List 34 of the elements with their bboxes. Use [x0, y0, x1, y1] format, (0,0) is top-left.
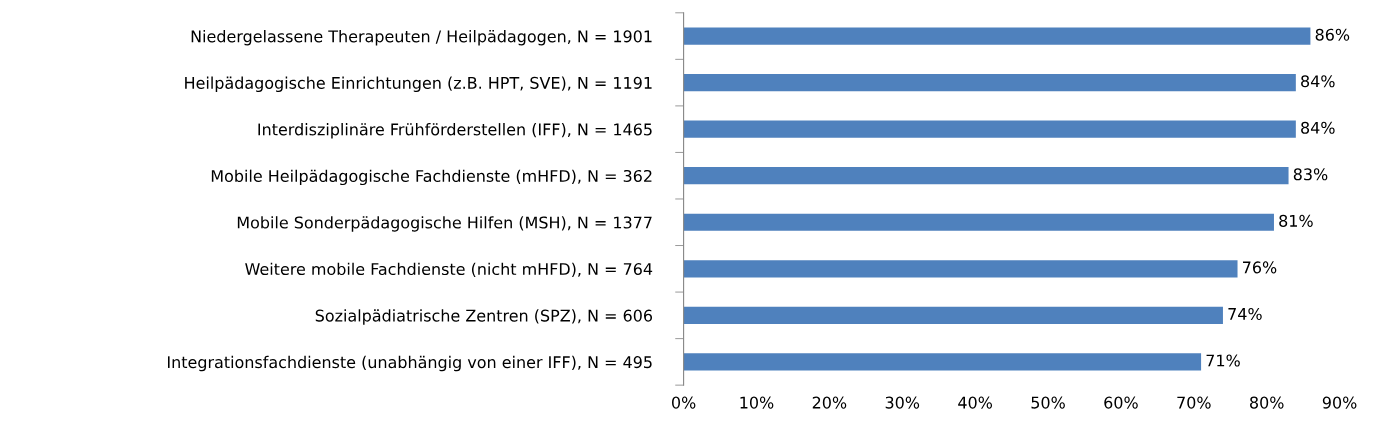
data-label: 74%	[1228, 307, 1262, 320]
bar	[683, 306, 1223, 324]
y-tick-label: Mobile Heilpädagogische Fachdienste (mHFD), N = 362	[211, 169, 652, 186]
x-tick-label: 60%	[1104, 396, 1138, 409]
y-tick-label: Heilpädagogische Einrichtungen (z.B. HPT, SVE), N = 1191	[185, 76, 652, 93]
x-tick-label: 70%	[1177, 396, 1211, 409]
x-tick-label: 40%	[958, 396, 993, 409]
y-tick-label: Mobile Sonderpädagogische Hilfen (MSH), N = 1377	[237, 216, 652, 232]
data-label: 71%	[1206, 354, 1240, 367]
x-tick-label: 30%	[885, 396, 920, 409]
y-tick-label: Weitere mobile Fachdienste (nicht mHFD), N = 764	[245, 262, 653, 277]
bar	[683, 167, 1289, 185]
data-label: 83%	[1293, 168, 1328, 181]
y-tick-label: Niedergelassene Therapeuten / Heilpädagogen, N = 1901	[191, 30, 652, 46]
x-tick-label: 0%	[671, 396, 696, 409]
bar	[683, 213, 1274, 231]
x-tick-label: 90%	[1322, 396, 1357, 409]
y-tick-label: Sozialpädiatrische Zentren (SPZ), N = 606	[315, 309, 653, 325]
bar	[683, 120, 1296, 138]
x-tick-label: 20%	[812, 396, 847, 409]
bar	[683, 353, 1202, 371]
bar	[683, 260, 1238, 278]
y-tick-label: Interdisziplinäre Frühförderstellen (IFF), N = 1465	[258, 123, 652, 139]
bar	[683, 74, 1296, 92]
x-tick-label: 10%	[740, 396, 774, 409]
x-tick-label: 80%	[1250, 396, 1284, 409]
data-label: 84%	[1301, 75, 1335, 88]
y-tick-label: Integrationsfachdienste (unabhängig von einer IFF), N = 495	[167, 355, 652, 372]
x-tick-label: 50%	[1031, 396, 1065, 409]
data-label: 81%	[1279, 214, 1313, 227]
bar	[683, 27, 1311, 45]
data-label: 86%	[1315, 28, 1350, 41]
data-label: 76%	[1243, 261, 1277, 274]
data-label: 84%	[1301, 121, 1335, 134]
